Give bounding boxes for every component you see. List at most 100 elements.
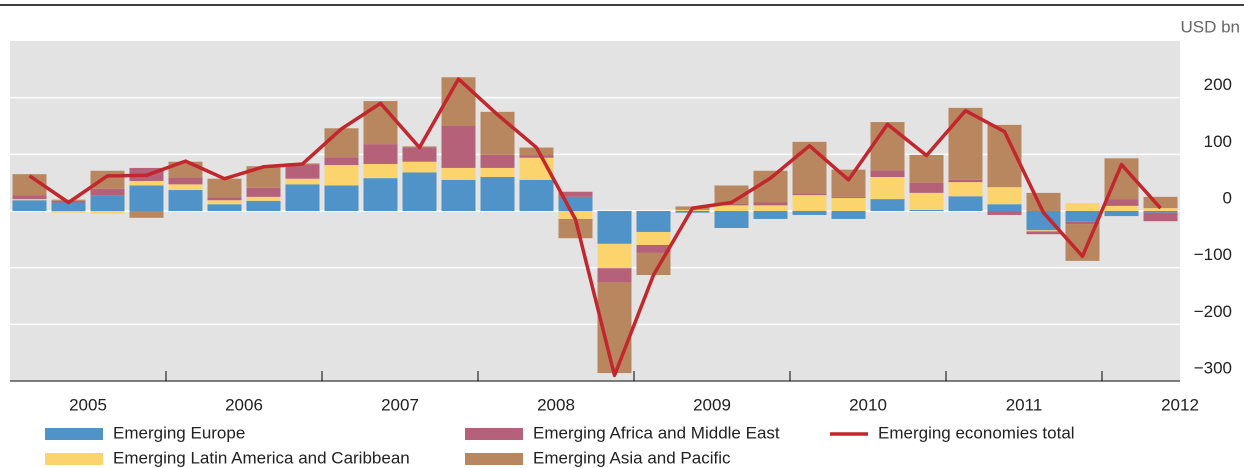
x-tick-label: 2012 <box>1161 395 1199 414</box>
legend-swatch <box>465 428 523 440</box>
bar-segment <box>402 161 437 173</box>
bar-segment <box>519 179 554 211</box>
bar-segment <box>519 147 554 156</box>
bar-segment <box>870 122 905 171</box>
bar-segment <box>207 204 242 211</box>
bar-segment <box>714 205 749 211</box>
y-tick-label: −100 <box>1194 245 1232 264</box>
bar-segment <box>51 202 86 211</box>
bar-segment <box>480 154 515 168</box>
bar-segment <box>363 163 398 179</box>
bar-segment <box>831 196 866 198</box>
x-tick-label: 2008 <box>537 395 575 414</box>
bar-segment <box>792 194 827 196</box>
bar-segment <box>909 154 944 183</box>
bar-segment <box>324 165 359 186</box>
bar-segment <box>1026 231 1061 235</box>
legend-swatch <box>45 453 103 465</box>
bar-segment <box>363 178 398 211</box>
bar-segment <box>1026 211 1061 231</box>
bar-segment <box>1143 212 1178 222</box>
bar-segment <box>753 205 788 211</box>
bar-segment <box>402 147 437 162</box>
bar-segment <box>1104 205 1139 211</box>
bar-segment <box>1065 211 1100 222</box>
legend-swatch <box>45 428 103 440</box>
legend-label: Emerging Africa and Middle East <box>533 423 780 442</box>
bar-segment <box>246 187 281 197</box>
bar-segment <box>168 190 203 211</box>
bar-segment <box>480 177 515 211</box>
bar-segment <box>597 268 632 283</box>
bar-segment <box>90 195 125 211</box>
bar-segment <box>246 166 281 188</box>
bar-segment <box>129 211 164 218</box>
x-tick-label: 2006 <box>225 395 263 414</box>
bar-segment <box>987 187 1022 205</box>
bar-segment <box>714 211 749 228</box>
bar-segment <box>1143 196 1178 209</box>
bar-segment <box>363 144 398 164</box>
legend-label: Emerging Europe <box>113 423 245 442</box>
legend-label: Emerging economies total <box>878 423 1075 442</box>
x-tick-label: 2011 <box>1006 395 1043 414</box>
bar-segment <box>753 211 788 219</box>
bar-segment <box>597 211 632 244</box>
bar-segment <box>480 111 515 155</box>
bar-segment <box>831 211 866 219</box>
total-line <box>28 77 1162 378</box>
bar-segment <box>909 182 944 193</box>
bar-segment <box>1065 203 1100 211</box>
bar-segment <box>12 200 47 211</box>
bar-segment <box>1104 199 1139 206</box>
y-tick-label: 0 <box>1223 188 1232 207</box>
bar-segment <box>558 191 593 197</box>
bar-segment <box>480 167 515 177</box>
bar-segment <box>714 203 749 206</box>
bar-segment <box>792 195 827 211</box>
bar-segment <box>285 178 320 185</box>
bar-segment <box>948 107 983 180</box>
bar-segment <box>51 199 86 201</box>
bar-segment <box>12 195 47 200</box>
bar-segment <box>792 141 827 194</box>
bar-segment <box>675 211 710 213</box>
x-tick-label: 2009 <box>693 395 731 414</box>
bar-segment <box>207 200 242 205</box>
bar-segment <box>51 211 86 213</box>
y-tick-label: −200 <box>1194 302 1232 321</box>
bar-segment <box>402 172 437 211</box>
bar-segment <box>792 211 827 215</box>
y-tick-label: 100 <box>1204 132 1232 151</box>
bar-segment <box>1026 192 1061 211</box>
bar-segment <box>909 192 944 210</box>
bar-segment <box>1143 211 1178 213</box>
bar-segment <box>441 126 476 168</box>
bar-segment <box>636 211 671 232</box>
bar-segment <box>168 184 203 191</box>
bar-segment <box>324 128 359 158</box>
bar-segment <box>753 202 788 206</box>
bar-segment <box>246 200 281 211</box>
legend-label: Emerging Latin America and Caribbean <box>113 448 410 467</box>
bar-segment <box>948 182 983 197</box>
bar-segment <box>519 155 554 158</box>
bar-segment <box>909 209 944 211</box>
bar-segment <box>90 170 125 189</box>
bar-segment <box>363 101 398 145</box>
bar-segment <box>558 218 593 239</box>
bar-segment <box>441 167 476 180</box>
bar-segment <box>831 169 866 197</box>
bar-segment <box>129 185 164 211</box>
bar-segment <box>285 184 320 211</box>
bar-segment <box>324 185 359 211</box>
bar-segment <box>558 211 593 219</box>
bar-segment <box>129 180 164 186</box>
x-tick-label: 2010 <box>849 395 887 414</box>
bar-segment <box>207 178 242 198</box>
bar-segment <box>324 157 359 166</box>
bar-segment <box>987 211 1022 215</box>
bar-segment <box>441 179 476 211</box>
bar-segment <box>870 177 905 200</box>
